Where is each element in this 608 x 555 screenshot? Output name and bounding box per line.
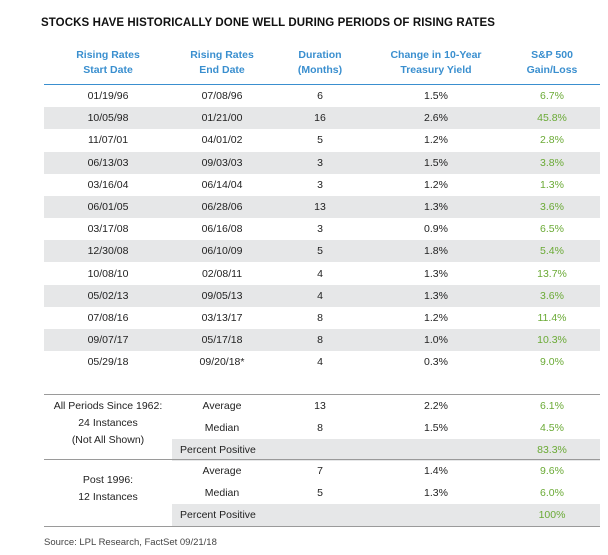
- table-row: 05/02/13 09/05/13 4 1.3% 3.6%: [44, 284, 600, 307]
- cell-treasury-yield: 1.2%: [424, 134, 448, 147]
- stat-row-average: Average 7 1.4% 9.6%: [202, 465, 564, 477]
- cell-end-date: 04/01/02: [201, 134, 243, 147]
- cell-duration: 8: [317, 312, 323, 324]
- cell-sp500-gain: 6.7%: [540, 90, 564, 102]
- cell-start-date: 12/30/08: [87, 245, 129, 258]
- table-row: 01/19/96 07/08/96 6 1.5% 6.7%: [44, 85, 600, 107]
- table-row: 03/17/08 06/16/08 3 0.9% 6.5%: [44, 218, 600, 240]
- cell-end-date: 06/14/04: [201, 178, 243, 191]
- cell-sp500-gain: 45.8%: [537, 112, 567, 125]
- stat-row-percent-positive: Percent Positive 100%: [172, 504, 600, 526]
- cell-end-date: 06/28/06: [201, 201, 243, 213]
- cell-treasury-yield: 0.3%: [424, 356, 448, 369]
- cell-end-date: 05/17/18: [201, 334, 243, 347]
- cell-end-date: 01/21/00: [201, 112, 243, 125]
- cell-start-date: 01/19/96: [87, 90, 129, 102]
- cell-treasury-yield: 1.2%: [424, 312, 448, 324]
- cell-start-date: 05/29/18: [87, 356, 129, 369]
- header-sp500-gain: S&P 500 Gain/Loss: [526, 49, 578, 76]
- table-row: 07/08/16 03/13/17 8 1.2% 11.4%: [44, 307, 600, 329]
- stat-row-median: Median 5 1.3% 6.0%: [204, 487, 564, 499]
- cell-start-date: 10/08/10: [87, 267, 129, 280]
- cell-sp500-gain: 3.8%: [540, 156, 564, 169]
- header-treasury-yield: Change in 10-Year Treasury Yield: [390, 49, 482, 76]
- cell-sp500-gain: 3.6%: [540, 201, 564, 213]
- stat-row-median: Median 8 1.5% 4.5%: [204, 422, 564, 434]
- table-row: 03/16/04 06/14/04 3 1.2% 1.3%: [44, 174, 600, 196]
- header-duration: Duration (Months): [297, 49, 343, 76]
- cell-treasury-yield: 1.8%: [424, 245, 448, 258]
- cell-end-date: 03/13/17: [201, 312, 243, 324]
- stat-row-percent-positive: Percent Positive 83.3%: [172, 439, 600, 461]
- cell-end-date: 09/20/18*: [199, 356, 245, 369]
- cell-end-date: 07/08/96: [201, 90, 243, 102]
- header-start-date: Rising Rates Start Date: [76, 49, 140, 76]
- table-row: 10/05/98 01/21/00 16 2.6% 45.8%: [44, 107, 600, 130]
- cell-treasury-yield: 0.9%: [424, 223, 448, 236]
- cell-duration: 6: [317, 90, 323, 102]
- stat-row-average: Average 13 2.2% 6.1%: [202, 400, 564, 412]
- cell-duration: 5: [317, 245, 323, 258]
- cell-start-date: 03/17/08: [87, 223, 129, 236]
- table-bottom-divider: [44, 526, 600, 527]
- cell-start-date: 05/02/13: [87, 289, 129, 302]
- cell-duration: 4: [317, 356, 323, 369]
- cell-treasury-yield: 1.3%: [424, 267, 448, 280]
- cell-treasury-yield: 1.2%: [424, 178, 448, 191]
- cell-start-date: 07/08/16: [87, 312, 129, 324]
- cell-duration: 4: [317, 267, 323, 280]
- cell-start-date: 10/05/98: [87, 112, 129, 125]
- cell-sp500-gain: 10.3%: [537, 334, 567, 347]
- cell-end-date: 06/16/08: [201, 223, 243, 236]
- cell-end-date: 09/05/13: [201, 289, 243, 302]
- group-divider: [44, 459, 600, 460]
- cell-sp500-gain: 9.0%: [540, 356, 564, 369]
- cell-duration: 3: [317, 223, 323, 236]
- cell-duration: 3: [317, 178, 323, 191]
- table-row: 06/01/05 06/28/06 13 1.3% 3.6%: [44, 196, 600, 218]
- cell-treasury-yield: 1.5%: [424, 156, 448, 169]
- cell-duration: 16: [314, 112, 326, 125]
- table-row: 11/07/01 04/01/02 5 1.2% 2.8%: [44, 129, 600, 151]
- cell-end-date: 09/03/03: [201, 156, 243, 169]
- cell-end-date: 06/10/09: [201, 245, 243, 258]
- cell-treasury-yield: 2.6%: [424, 112, 448, 125]
- cell-sp500-gain: 5.4%: [540, 245, 564, 258]
- cell-duration: 4: [317, 289, 323, 302]
- cell-treasury-yield: 1.0%: [424, 334, 448, 347]
- cell-sp500-gain: 3.6%: [540, 289, 564, 302]
- header-divider: [44, 84, 600, 85]
- table-row: 05/29/18 09/20/18* 4 0.3% 9.0%: [44, 351, 600, 373]
- group-divider: [44, 394, 600, 395]
- table-row: 10/08/10 02/08/11 4 1.3% 13.7%: [44, 263, 600, 285]
- cell-sp500-gain: 2.8%: [540, 134, 564, 147]
- table-row: 12/30/08 06/10/09 5 1.8% 5.4%: [44, 240, 600, 263]
- cell-end-date: 02/08/11: [201, 267, 243, 280]
- cell-treasury-yield: 1.3%: [424, 289, 448, 302]
- cell-start-date: 03/16/04: [87, 178, 129, 191]
- cell-sp500-gain: 1.3%: [540, 178, 564, 191]
- cell-treasury-yield: 1.3%: [424, 201, 448, 213]
- cell-start-date: 06/13/03: [87, 156, 129, 169]
- cell-sp500-gain: 13.7%: [537, 267, 567, 280]
- table-row: 09/07/17 05/17/18 8 1.0% 10.3%: [44, 329, 600, 352]
- group-label-post-1996: Post 1996: 12 Instances: [78, 474, 138, 503]
- table-row: 06/13/03 09/03/03 3 1.5% 3.8%: [44, 151, 600, 174]
- cell-start-date: 11/07/01: [87, 134, 129, 147]
- cell-duration: 5: [317, 134, 323, 147]
- cell-duration: 13: [314, 201, 326, 213]
- cell-sp500-gain: 6.5%: [540, 223, 564, 236]
- cell-duration: 3: [317, 156, 323, 169]
- table-header: Rising Rates Start Date Rising Rates End…: [44, 48, 600, 82]
- cell-start-date: 06/01/05: [87, 201, 129, 213]
- cell-duration: 8: [317, 334, 323, 347]
- cell-start-date: 09/07/17: [87, 334, 129, 347]
- cell-sp500-gain: 11.4%: [537, 312, 567, 324]
- chart-title: STOCKS HAVE HISTORICALLY DONE WELL DURIN…: [41, 17, 495, 29]
- header-end-date: Rising Rates End Date: [190, 49, 254, 76]
- cell-treasury-yield: 1.5%: [424, 90, 448, 102]
- source-note: Source: LPL Research, FactSet 09/21/18: [44, 537, 217, 548]
- group-label-all-periods: All Periods Since 1962: 24 Instances (No…: [53, 400, 163, 446]
